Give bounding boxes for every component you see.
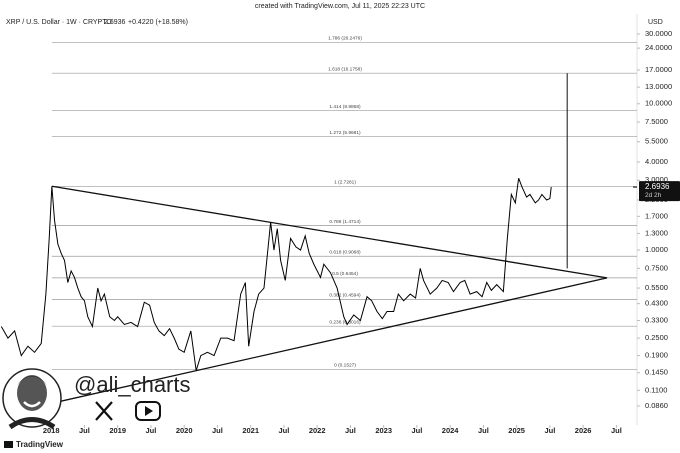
x-tick-label: 2021: [242, 426, 259, 435]
youtube-icon: [135, 401, 161, 421]
y-tick-label: 10.0000: [645, 99, 672, 108]
x-tick-label: 2026: [575, 426, 592, 435]
x-tick-label: 2024: [442, 426, 460, 435]
y-tick-label: 1.3000: [645, 228, 668, 237]
y-tick-label: 4.0000: [645, 157, 668, 166]
y-tick-label: 13.0000: [645, 82, 672, 91]
fib-label: 1.272 (5.9681): [329, 130, 361, 136]
x-tick-label: Jul: [544, 426, 555, 435]
price-badge-value: 2.6936: [645, 182, 670, 191]
x-tick-label: 2025: [508, 426, 525, 435]
header-price: 2.6936: [104, 19, 126, 26]
brand: TradingView: [16, 440, 64, 449]
y-tick-label: 5.5000: [645, 137, 668, 146]
x-tick-label: Jul: [212, 426, 223, 435]
axis-unit: USD: [648, 19, 663, 26]
x-tick-label: Jul: [345, 426, 356, 435]
brand-logo: [4, 441, 13, 448]
fib-label: 1.414 (8.9868): [329, 104, 361, 110]
youtube-play: [145, 406, 153, 416]
fib-label: 0.5 (0.6454): [332, 271, 358, 277]
price-badge: [639, 181, 680, 202]
y-tick-label: 0.7500: [645, 263, 668, 272]
author-handle: @ali_charts: [74, 372, 191, 397]
fib-label: 1 (2.7281): [334, 180, 356, 186]
y-tick-label: 0.1100: [645, 385, 667, 394]
fib-label: 0.618 (0.9068): [329, 250, 361, 256]
fib-label: 0.786 (1.4714): [329, 219, 361, 225]
trendline: [29, 277, 608, 409]
y-tick-label: 17.0000: [645, 65, 672, 74]
price-line: [0, 177, 552, 371]
x-tick-label: 2020: [176, 426, 193, 435]
x-tick-label: Jul: [611, 426, 622, 435]
y-tick-label: 0.1450: [645, 368, 668, 377]
watermark: created with TradingView.com, Jul 11, 20…: [255, 3, 425, 10]
fib-label: 0.382 (0.4594): [329, 293, 361, 299]
fib-label: 1.786 (26.2476): [328, 36, 362, 42]
x-icon: [95, 401, 113, 421]
fib-label: 1.618 (16.1758): [328, 66, 362, 72]
plot: 30.0000 24.0000 17.0000 13.0000 10.0000 7.500…: [0, 29, 672, 435]
x-tick-label: 2018: [43, 426, 60, 435]
y-tick-label: 3.0000: [645, 175, 668, 184]
y-tick-label: 0.3300: [645, 315, 668, 324]
y-tick-label: 0.1900: [645, 351, 668, 360]
x-tick-label: 2022: [309, 426, 326, 435]
trendline: [51, 185, 608, 279]
header-change: +0.4220 (+18.58%): [128, 19, 188, 26]
y-tick-label: 1.7000: [645, 211, 668, 220]
y-tick-label: 0.0860: [645, 401, 668, 410]
x-tick-label: Jul: [146, 426, 157, 435]
y-tick-label: 1.0000: [645, 245, 668, 254]
y-tick-label: 24.0000: [645, 43, 672, 52]
y-tick-label: 0.5500: [645, 283, 668, 292]
fib-label: 0 (0.1527): [334, 363, 356, 369]
overlay: @ali_charts TradingView: [2, 368, 191, 449]
avatar-smile: [23, 401, 41, 408]
y-tick-label: 7.5000: [645, 117, 668, 126]
x-tick-label: Jul: [279, 426, 290, 435]
y-tick-label: 0.4300: [645, 299, 668, 308]
y-tick-label: 30.0000: [645, 29, 672, 38]
x-tick-label: Jul: [79, 426, 90, 435]
x-tick-label: Jul: [478, 426, 489, 435]
x-tick-label: 2019: [109, 426, 126, 435]
y-tick-label: 0.2500: [645, 333, 668, 342]
fib-label: 0.236 (0.3016): [329, 319, 361, 325]
symbol-title: XRP / U.S. Dollar · 1W · CRYPTO: [6, 19, 112, 26]
x-tick-label: Jul: [411, 426, 422, 435]
avatar-hair: [17, 376, 47, 385]
avatar-shirt: [8, 417, 56, 430]
price-badge-countdown: 2d 2h: [645, 192, 662, 199]
x-tick-label: 2023: [375, 426, 392, 435]
